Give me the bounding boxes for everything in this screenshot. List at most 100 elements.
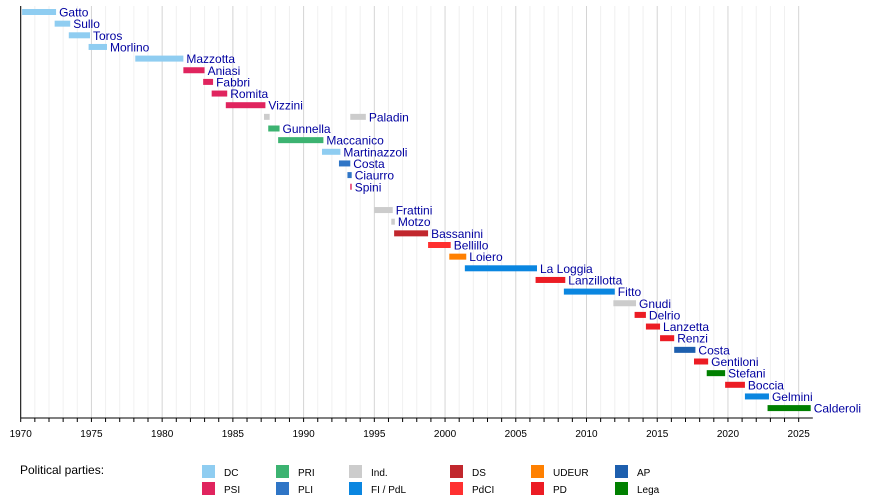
legend-label: Lega bbox=[637, 485, 660, 496]
bar-label: Gentiloni bbox=[711, 355, 758, 369]
legend-swatch bbox=[450, 482, 463, 495]
bar-label: Gnudi bbox=[639, 297, 671, 311]
legend-swatch bbox=[349, 465, 362, 478]
legend-label: PLI bbox=[298, 485, 313, 496]
bar-renzi bbox=[660, 335, 675, 342]
legend-label: UDEUR bbox=[553, 468, 589, 479]
bar-label: Fabbri bbox=[216, 75, 250, 89]
bar-fitto bbox=[563, 288, 615, 295]
legend-swatch bbox=[615, 465, 628, 478]
bar-label: Ciaurro bbox=[355, 169, 395, 183]
legend-swatch bbox=[276, 465, 289, 478]
legend-swatch bbox=[349, 482, 362, 495]
bar-bellillo bbox=[428, 242, 451, 248]
bar-paladin bbox=[263, 113, 270, 120]
bar-label: Costa bbox=[353, 157, 385, 171]
bar-label: Spini bbox=[355, 180, 382, 194]
bar-label: Calderoli bbox=[814, 402, 861, 416]
legend-swatch bbox=[202, 465, 215, 478]
bar-ciaurro bbox=[347, 172, 352, 179]
bar-martinazzoli bbox=[321, 148, 341, 155]
bar-lanzillotta bbox=[535, 276, 566, 283]
bar-gentiloni bbox=[694, 358, 709, 365]
bar-frattini bbox=[374, 207, 393, 214]
bar-sullo bbox=[54, 20, 71, 27]
bar-label: Martinazzoli bbox=[343, 145, 407, 159]
bar-costa bbox=[338, 160, 351, 167]
bar-label: Stefani bbox=[728, 367, 765, 381]
tick-label: 2000 bbox=[434, 429, 457, 440]
tick-label: 2005 bbox=[505, 429, 528, 440]
legend-swatch bbox=[615, 482, 628, 495]
tick-label: 1975 bbox=[80, 429, 103, 440]
bar-romita bbox=[211, 90, 228, 97]
bar-maccanico bbox=[278, 137, 324, 144]
bar-toros bbox=[68, 32, 91, 39]
bar-spini bbox=[350, 183, 352, 190]
bar-label: Motzo bbox=[398, 215, 431, 229]
bar-label: Paladin bbox=[369, 110, 409, 124]
legend-label: PdCI bbox=[472, 485, 494, 496]
bar-la-loggia bbox=[464, 265, 537, 272]
legend-label: PD bbox=[553, 485, 567, 496]
bar-label: Costa bbox=[698, 343, 730, 357]
tick-label: 2025 bbox=[788, 429, 811, 440]
bar-costa bbox=[674, 346, 696, 353]
legend: Political parties: DC PSI PRI PLI Ind. FI / P… bbox=[20, 463, 660, 496]
legend-label: DS bbox=[472, 468, 486, 479]
tick-label: 2010 bbox=[575, 429, 598, 440]
bar-label: Aniasi bbox=[208, 64, 241, 78]
bar-calderoli bbox=[767, 405, 811, 412]
bar-gunnella bbox=[268, 125, 280, 132]
legend-swatch bbox=[202, 482, 215, 495]
bar-label: Vizzini bbox=[268, 99, 302, 113]
x-axis: 1970 1975 1980 1985 1990 1995 2000 2005 2010 2015… bbox=[10, 6, 813, 440]
bar-label: Maccanico bbox=[326, 134, 384, 148]
tick-label: 1985 bbox=[222, 429, 245, 440]
legend-swatch bbox=[531, 482, 544, 495]
bar-label: Lanzillotta bbox=[568, 273, 622, 287]
legend-label: AP bbox=[637, 468, 651, 479]
bar-label: Gunnella bbox=[283, 122, 331, 136]
tick-label: 1970 bbox=[10, 429, 33, 440]
bar-motzo bbox=[391, 218, 395, 225]
bar-morlino bbox=[88, 43, 107, 50]
bar-label: Romita bbox=[230, 87, 268, 101]
bar-label: Gatto bbox=[59, 6, 89, 20]
bar-boccia bbox=[725, 381, 745, 388]
legend-title: Political parties: bbox=[20, 463, 104, 477]
bar-aniasi bbox=[183, 67, 205, 74]
bar-label: La Loggia bbox=[540, 262, 593, 276]
legend-swatch bbox=[531, 465, 544, 478]
bar-label: Frattini bbox=[396, 204, 433, 218]
bar-gnudi bbox=[613, 300, 637, 307]
bar-stefani bbox=[706, 370, 726, 377]
legend-label: PRI bbox=[298, 468, 315, 479]
bar-delrio bbox=[634, 311, 646, 318]
legend-label: DC bbox=[224, 468, 238, 479]
grid bbox=[20, 6, 800, 418]
bar-lanzetta bbox=[645, 323, 661, 330]
bar-gelmini bbox=[744, 393, 769, 400]
bar-loiero bbox=[449, 253, 467, 260]
bar-label: Sullo bbox=[73, 17, 100, 31]
legend-label: FI / PdL bbox=[371, 485, 406, 496]
bar-label: Mazzotta bbox=[186, 52, 235, 66]
legend-label: Ind. bbox=[371, 468, 388, 479]
bar-fabbri bbox=[203, 78, 214, 85]
bar-label: Renzi bbox=[677, 332, 708, 346]
bar-label: Toros bbox=[93, 29, 122, 43]
bar-label: Gelmini bbox=[772, 390, 813, 404]
tick-label: 2020 bbox=[717, 429, 740, 440]
bar-bassanini bbox=[394, 230, 429, 237]
bar-label: Bassanini bbox=[431, 227, 483, 241]
legend-swatch bbox=[450, 465, 463, 478]
bar-vizzini bbox=[225, 102, 266, 109]
legend-label: PSI bbox=[224, 485, 240, 496]
bar-label: Bellillo bbox=[454, 239, 489, 253]
bar-label: Fitto bbox=[618, 285, 642, 299]
legend-swatch bbox=[276, 482, 289, 495]
bar-label: Morlino bbox=[110, 40, 150, 54]
bar-label: Loiero bbox=[469, 250, 503, 264]
